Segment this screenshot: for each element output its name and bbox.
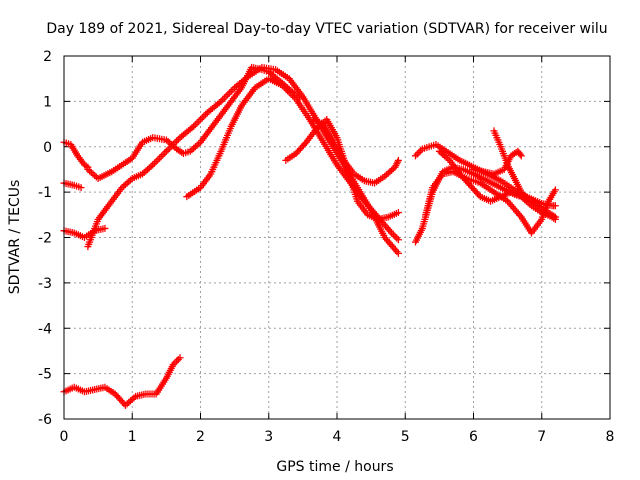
data-point xyxy=(394,156,402,164)
x-tick-label: 0 xyxy=(60,429,69,445)
x-tick-label: 8 xyxy=(606,429,615,445)
data-point xyxy=(174,135,182,143)
data-point xyxy=(551,215,559,223)
series-arc-c xyxy=(60,179,85,192)
data-point xyxy=(219,96,227,104)
data-point xyxy=(394,236,402,244)
x-tick-label: 1 xyxy=(128,429,137,445)
data-series xyxy=(60,63,559,409)
data-point xyxy=(517,152,525,160)
y-tick-label: -2 xyxy=(38,231,52,247)
x-tick-labels: 0 1 2 3 4 5 6 7 8 xyxy=(60,429,615,445)
y-axis-label: SDTVAR / TECUs xyxy=(7,180,23,295)
data-point xyxy=(413,150,421,158)
data-point xyxy=(174,355,182,363)
y-tick-label: 0 xyxy=(43,140,52,156)
plot-frame xyxy=(63,55,611,420)
data-point xyxy=(154,156,162,164)
data-point xyxy=(159,151,167,159)
y-tick-label: -6 xyxy=(38,412,52,428)
series-arc-l xyxy=(435,147,559,223)
data-point xyxy=(161,149,169,157)
series-arc-e xyxy=(84,63,402,257)
data-point xyxy=(173,357,181,365)
data-point xyxy=(393,234,401,242)
data-point xyxy=(220,94,228,102)
x-tick-label: 5 xyxy=(401,429,410,445)
series-arc-n xyxy=(490,127,539,205)
data-point xyxy=(411,152,419,160)
y-tick-label: -1 xyxy=(38,185,52,201)
series-arc-h xyxy=(309,116,402,187)
data-point xyxy=(531,197,539,205)
data-point xyxy=(393,160,401,168)
series-arc-a xyxy=(60,138,92,171)
data-point xyxy=(227,87,235,95)
data-point xyxy=(195,117,203,125)
y-tick-label: 1 xyxy=(43,94,52,110)
data-point xyxy=(551,202,559,210)
data-point xyxy=(77,184,85,192)
data-point xyxy=(197,116,204,124)
data-point xyxy=(301,140,309,148)
data-point xyxy=(289,92,297,100)
data-point xyxy=(222,92,230,100)
data-point xyxy=(200,112,208,120)
data-point xyxy=(152,157,160,165)
series-arc-d xyxy=(60,224,109,241)
y-tick-label: 2 xyxy=(43,49,52,65)
x-tick-label: 2 xyxy=(196,429,205,445)
data-point xyxy=(287,90,295,98)
data-point xyxy=(551,186,559,194)
data-point xyxy=(191,121,199,129)
data-point xyxy=(193,119,201,127)
data-point xyxy=(475,191,483,199)
y-tick-label: -4 xyxy=(38,321,52,337)
series-arc-b xyxy=(84,63,303,183)
grid-lines xyxy=(64,56,610,419)
x-tick-label: 7 xyxy=(537,429,546,445)
chart-title: Day 189 of 2021, Sidereal Day-to-day VTE… xyxy=(46,21,607,37)
y-tick-label: -5 xyxy=(38,367,52,383)
data-point xyxy=(157,152,165,160)
data-point xyxy=(516,150,524,158)
y-tick-labels: -6 -5 -4 -3 -2 -1 0 1 2 xyxy=(38,49,52,428)
data-point xyxy=(224,91,232,99)
data-point xyxy=(150,159,158,167)
x-axis-label: GPS time / hours xyxy=(276,459,393,475)
data-point xyxy=(162,147,170,155)
data-point xyxy=(171,139,179,147)
y-tick-label: -3 xyxy=(38,276,52,292)
data-point xyxy=(173,137,181,145)
data-point xyxy=(391,232,399,240)
x-tick-label: 4 xyxy=(333,429,342,445)
x-tick-label: 6 xyxy=(469,429,478,445)
data-point xyxy=(176,354,184,362)
series-arc-o xyxy=(60,354,184,409)
data-point xyxy=(198,114,206,122)
data-point xyxy=(394,209,402,217)
series-arc-f xyxy=(183,75,402,244)
data-point xyxy=(415,148,423,156)
data-point xyxy=(394,249,402,257)
data-point xyxy=(156,154,164,162)
data-point xyxy=(226,89,234,97)
data-point xyxy=(101,224,109,232)
series-arc-m xyxy=(470,147,525,178)
data-point xyxy=(202,110,210,118)
x-tick-label: 3 xyxy=(264,429,273,445)
